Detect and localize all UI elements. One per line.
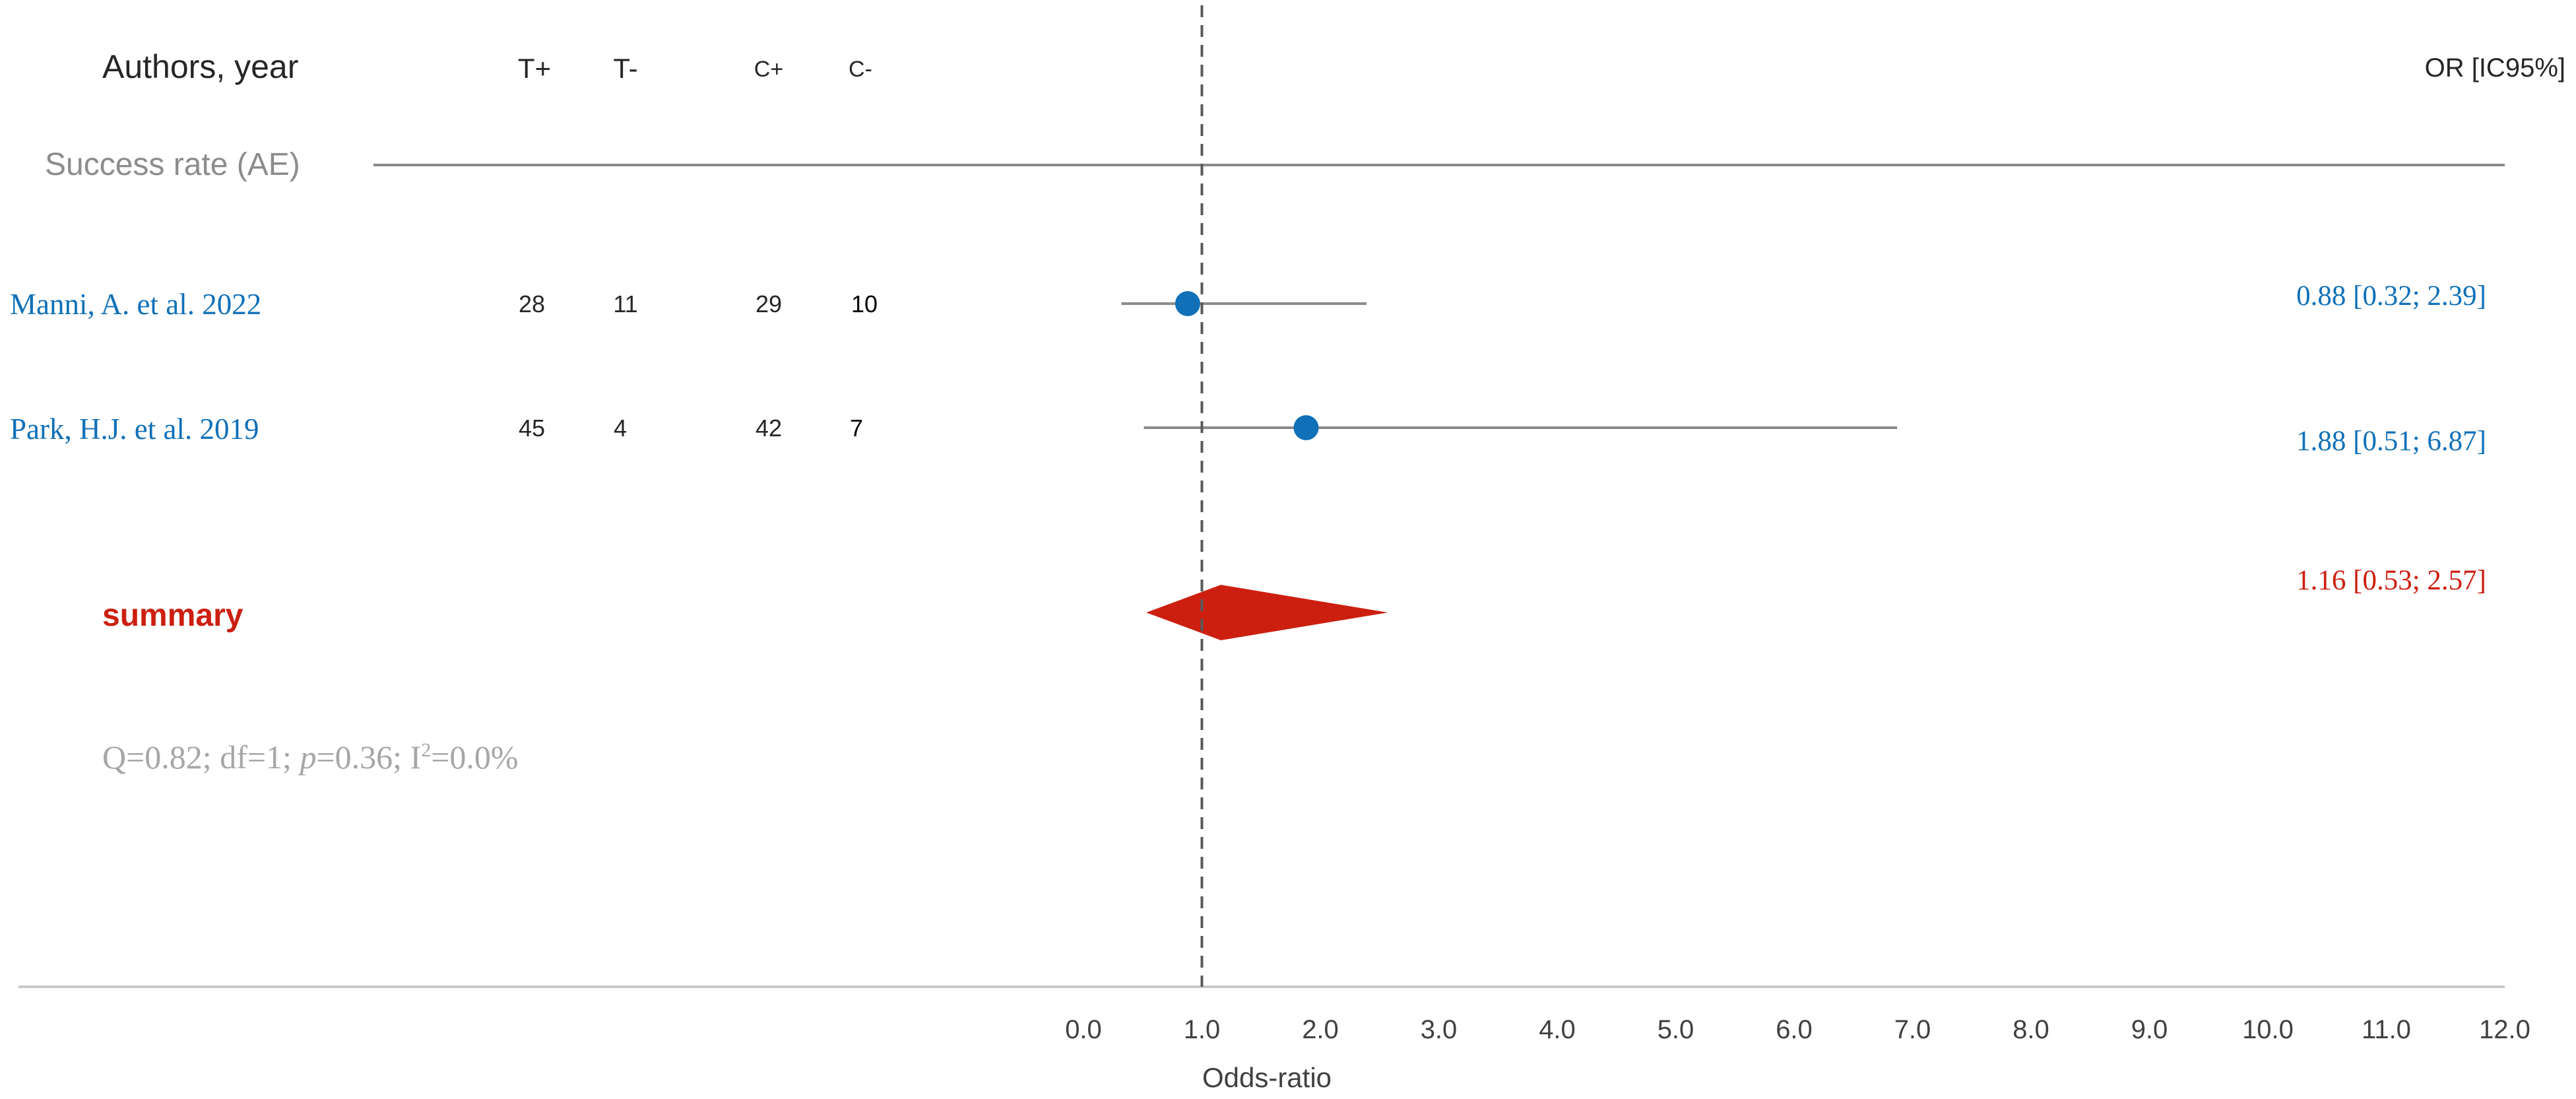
study-1-ci-text: 0.88 [0.32; 2.39] bbox=[2296, 281, 2486, 312]
summary-diamond bbox=[1146, 585, 1388, 640]
study-1-c-pos: 29 bbox=[756, 290, 782, 317]
x-tick-label: 4.0 bbox=[1539, 1015, 1576, 1044]
study-1-t-pos: 28 bbox=[519, 290, 545, 317]
header-c-neg: C- bbox=[849, 57, 872, 82]
study-1-t-neg: 11 bbox=[613, 290, 637, 317]
study-2-t-pos: 45 bbox=[519, 415, 545, 442]
x-axis-label: Odds-ratio bbox=[1202, 1062, 1332, 1093]
x-tick-label: 10.0 bbox=[2242, 1015, 2294, 1044]
confidence-intervals bbox=[1121, 302, 1898, 429]
study-2-ci-text: 1.88 [0.51; 6.87] bbox=[2296, 426, 2486, 457]
summary-ci-text: 1.16 [0.53; 2.57] bbox=[2296, 565, 2486, 596]
study-2-c-neg: 7 bbox=[850, 415, 863, 442]
point-estimate bbox=[1293, 415, 1319, 440]
point-estimate bbox=[1175, 291, 1200, 316]
x-tick-label: 7.0 bbox=[1894, 1015, 1931, 1044]
header-t-neg: T- bbox=[613, 53, 637, 84]
x-tick-label: 2.0 bbox=[1302, 1015, 1339, 1044]
heterogeneity-stats: Q=0.82; df=1; p=0.36; I2=0.0% bbox=[102, 739, 519, 776]
x-tick-label: 1.0 bbox=[1184, 1015, 1221, 1044]
x-tick-label: 12.0 bbox=[2479, 1015, 2530, 1044]
summary-label: summary bbox=[102, 598, 243, 633]
header-t-pos: T+ bbox=[518, 53, 551, 84]
study-2-c-pos: 42 bbox=[756, 415, 782, 442]
point-estimates bbox=[1175, 291, 1319, 440]
x-tick-label: 8.0 bbox=[2012, 1015, 2049, 1044]
header-c-pos: C+ bbox=[754, 57, 783, 82]
x-tick-label: 11.0 bbox=[2362, 1015, 2411, 1044]
header-authors: Authors, year bbox=[102, 48, 298, 85]
x-tick-label: 9.0 bbox=[2131, 1015, 2168, 1044]
x-tick-label: 5.0 bbox=[1658, 1015, 1694, 1044]
x-tick-label: 3.0 bbox=[1421, 1015, 1458, 1044]
header-or-ci: OR [IC95%] bbox=[2425, 53, 2565, 83]
study-name-1: Manni, A. et al. 2022 bbox=[10, 288, 261, 321]
x-tick-label: 6.0 bbox=[1776, 1015, 1813, 1044]
section-label: Success rate (AE) bbox=[45, 147, 300, 182]
study-2-t-neg: 4 bbox=[614, 415, 627, 442]
study-name-2: Park, H.J. et al. 2019 bbox=[10, 413, 259, 446]
study-1-c-neg: 10 bbox=[851, 290, 878, 317]
x-tick-label: 0.0 bbox=[1065, 1015, 1102, 1044]
x-axis-ticks: 0.0 1.0 2.0 3.0 4.0 5.0 6.0 7.0 8.0 9.0 10.0 11.0 12… bbox=[1065, 1015, 2530, 1044]
